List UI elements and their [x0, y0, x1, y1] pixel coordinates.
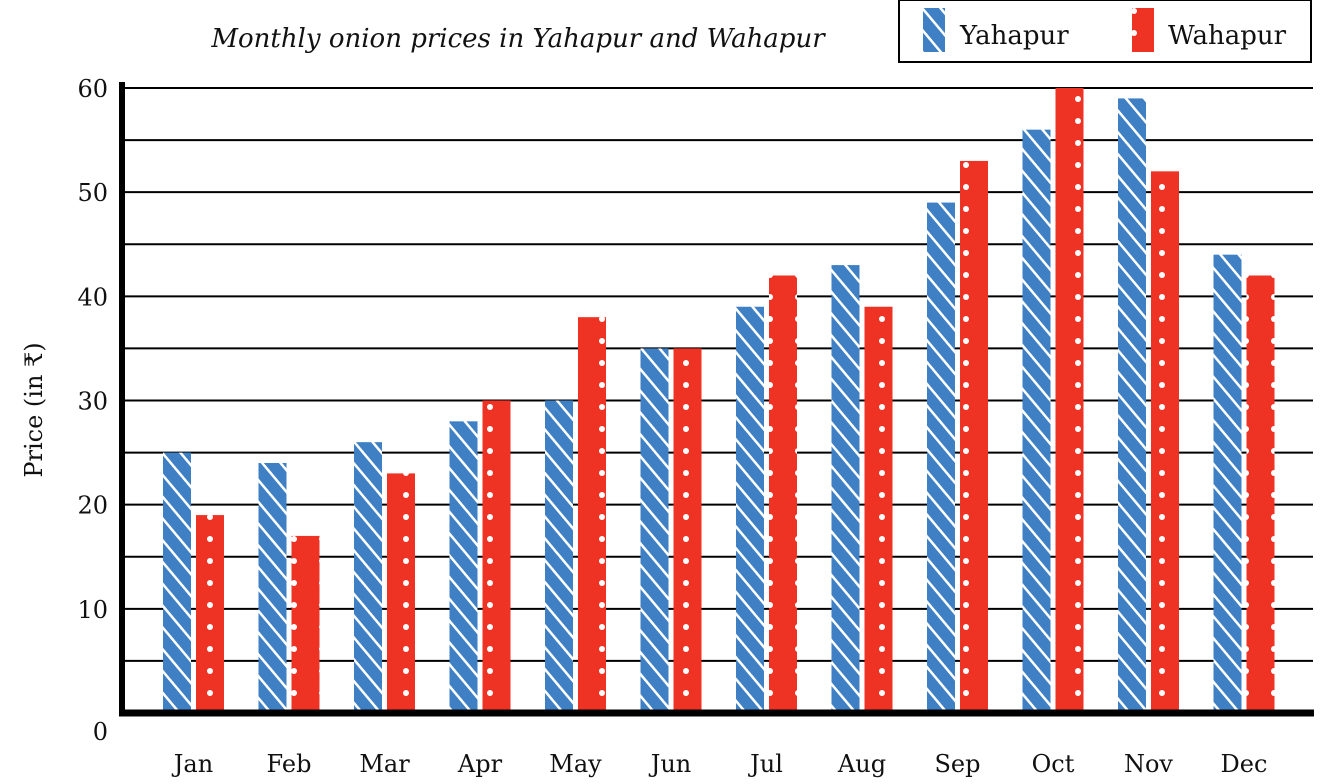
bar-yahapur-mar: [354, 442, 382, 713]
x-tick-label: Jun: [648, 750, 692, 778]
x-tick-label: Feb: [267, 750, 312, 778]
bar-wahapur-jan: [196, 515, 224, 713]
bar-wahapur-jun: [673, 348, 702, 713]
y-tick-label: 10: [77, 596, 108, 624]
bar-yahapur-apr: [449, 421, 478, 713]
x-tick-label: Jul: [747, 750, 783, 778]
bar-yahapur-jan: [163, 452, 191, 713]
legend: Yahapur Wahapur: [898, 0, 1312, 63]
bar-yahapur-nov: [1118, 98, 1146, 713]
bar-yahapur-jul: [736, 306, 764, 713]
bar-yahapur-may: [545, 400, 573, 713]
x-axis-ticks: Jan Feb Mar Apr May Jun Jul Aug Sep Oct Nov Dec: [171, 750, 1268, 778]
x-tick-label: Mar: [359, 750, 410, 778]
x-tick-label: Aug: [837, 750, 886, 778]
bar-wahapur-sep: [960, 160, 988, 713]
x-tick-label: Jan: [171, 750, 213, 778]
legend-label-yahapur: Yahapur: [959, 21, 1069, 51]
bar-yahapur-feb: [258, 463, 287, 713]
grid-lines: [122, 87, 1313, 662]
y-tick-label: 50: [77, 179, 108, 207]
legend-swatch-yahapur: [923, 8, 945, 52]
x-tick-label: Dec: [1221, 750, 1268, 778]
x-tick-label: Nov: [1124, 750, 1173, 778]
x-tick-label: Sep: [934, 750, 980, 778]
bar-yahapur-sep: [927, 202, 955, 714]
bar-wahapur-apr: [482, 400, 511, 713]
legend-box: [898, 0, 1312, 63]
y-tick-label: 30: [77, 388, 108, 416]
legend-swatch-wahapur: [1132, 8, 1154, 52]
bar-wahapur-feb: [291, 535, 320, 713]
bars: [163, 88, 1275, 714]
bar-yahapur-jun: [640, 348, 669, 713]
bar-yahapur-dec: [1213, 254, 1242, 713]
bar-wahapur-may: [578, 317, 606, 713]
legend-label-wahapur: Wahapur: [1168, 21, 1287, 51]
y-tick-label: 40: [77, 283, 108, 311]
y-tick-label: 60: [77, 75, 108, 103]
y-axis-ticks: 0 10 20 30 40 50 60: [77, 75, 108, 746]
bar-wahapur-oct: [1055, 88, 1084, 713]
chart-title: Monthly onion prices in Yahapur and Waha…: [210, 24, 826, 54]
bar-wahapur-dec: [1246, 275, 1275, 713]
x-tick-label: Apr: [457, 750, 503, 778]
bar-wahapur-nov: [1151, 171, 1179, 714]
bar-yahapur-aug: [831, 265, 860, 713]
y-axis-label: Price (in ₹): [20, 342, 48, 477]
bar-wahapur-aug: [864, 306, 893, 713]
y-tick-label: 0: [93, 718, 108, 746]
x-tick-label: Oct: [1032, 750, 1075, 778]
bar-wahapur-jul: [769, 275, 797, 713]
bar-wahapur-mar: [387, 473, 415, 713]
y-tick-label: 20: [77, 492, 108, 520]
bar-yahapur-oct: [1022, 129, 1051, 713]
x-tick-label: May: [549, 750, 602, 778]
